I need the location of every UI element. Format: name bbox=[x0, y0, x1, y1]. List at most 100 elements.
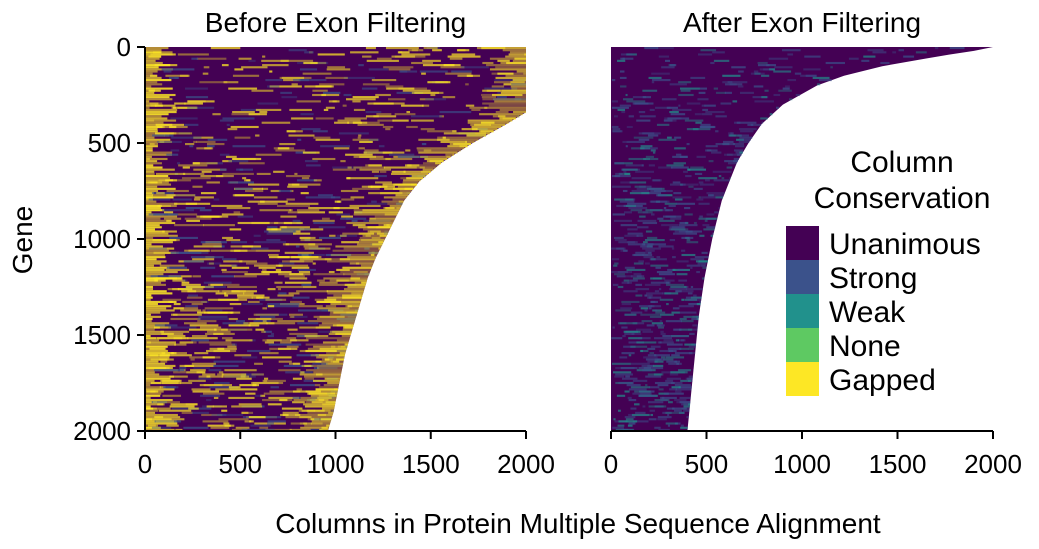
gapped-cell bbox=[322, 407, 335, 410]
heatmap-cell bbox=[804, 55, 821, 58]
gapped-cell bbox=[145, 228, 155, 231]
gapped-cell bbox=[437, 138, 479, 141]
heatmap-cell bbox=[275, 149, 306, 152]
heatmap-cell bbox=[340, 189, 359, 193]
heatmap-cell bbox=[368, 138, 380, 141]
gapped-cell bbox=[500, 91, 526, 94]
gapped-cell bbox=[145, 83, 163, 86]
heatmap-cell bbox=[727, 81, 748, 84]
heatmap-cell bbox=[230, 328, 247, 331]
gapped-cell bbox=[315, 388, 339, 391]
heatmap-cell bbox=[253, 234, 261, 237]
heatmap-cell bbox=[698, 181, 704, 184]
heatmap-cell bbox=[196, 140, 216, 143]
heatmap-cell bbox=[752, 96, 769, 99]
heatmap-cell bbox=[675, 290, 682, 293]
heatmap-cell bbox=[461, 66, 489, 69]
heatmap-cell bbox=[705, 111, 725, 114]
heatmap-cell bbox=[722, 140, 734, 143]
gapped-cell bbox=[356, 243, 383, 246]
heatmap-cell bbox=[288, 362, 300, 365]
heatmap-cell bbox=[333, 207, 360, 210]
heatmap-cell bbox=[302, 151, 320, 154]
heatmap-cell bbox=[299, 422, 323, 425]
heatmap-cell bbox=[667, 413, 670, 417]
gapped-cell bbox=[307, 418, 332, 421]
heatmap-cell bbox=[665, 422, 678, 425]
panel-title-after: After Exon Filtering bbox=[683, 7, 921, 38]
heatmap-cell bbox=[200, 241, 228, 244]
heatmap-cell bbox=[243, 292, 254, 295]
heatmap-cell bbox=[178, 132, 191, 135]
heatmap-cell bbox=[622, 140, 627, 143]
heatmap-cell bbox=[680, 89, 691, 92]
heatmap-cell bbox=[301, 128, 321, 131]
heatmap-cell bbox=[732, 143, 745, 146]
heatmap-cell bbox=[335, 279, 349, 282]
gapped-cell bbox=[145, 388, 175, 391]
heatmap-cell bbox=[280, 59, 314, 62]
heatmap-cell bbox=[219, 264, 237, 267]
heatmap-cell bbox=[328, 100, 340, 103]
heatmap-cell bbox=[313, 179, 322, 182]
y-tick-label: 1500 bbox=[73, 320, 131, 350]
x-tick-label: 500 bbox=[685, 449, 728, 479]
heatmap-cell bbox=[734, 149, 744, 152]
gapped-cell bbox=[299, 349, 346, 353]
heatmap-cell bbox=[611, 130, 622, 133]
heatmap-cell bbox=[612, 326, 615, 329]
heatmap-cell bbox=[642, 96, 652, 99]
heatmap-cell bbox=[262, 339, 282, 342]
heatmap-cell bbox=[641, 192, 662, 195]
heatmap-cell bbox=[324, 298, 337, 301]
heatmap-cell bbox=[650, 149, 656, 152]
heatmap-cell bbox=[669, 183, 686, 186]
heatmap-cell bbox=[686, 232, 698, 235]
heatmap-cell bbox=[310, 428, 323, 431]
heatmap-cell bbox=[236, 168, 254, 171]
gapped-cell bbox=[316, 356, 345, 359]
heatmap-cell bbox=[213, 328, 228, 331]
gapped-cell bbox=[145, 283, 166, 286]
heatmap-cell bbox=[227, 285, 257, 289]
heatmap-cell bbox=[679, 328, 693, 331]
heatmap-cell bbox=[340, 217, 367, 220]
heatmap-cell bbox=[647, 243, 666, 246]
heatmap-cell bbox=[728, 132, 732, 135]
heatmap-cell bbox=[670, 371, 688, 374]
heatmap-cell bbox=[238, 403, 262, 406]
gapped-cell bbox=[300, 426, 329, 429]
gapped-cell bbox=[316, 367, 343, 370]
heatmap-cell bbox=[333, 147, 350, 150]
heatmap-cell bbox=[648, 401, 664, 404]
gapped-cell bbox=[313, 379, 340, 382]
gapped-cell bbox=[383, 207, 401, 210]
gapped-cell bbox=[145, 91, 155, 94]
heatmap-cell bbox=[292, 296, 310, 299]
heatmap-cell bbox=[184, 322, 207, 325]
heatmap-cell bbox=[202, 392, 225, 395]
heatmap-cell bbox=[232, 343, 237, 346]
heatmap-cell bbox=[291, 315, 308, 318]
heatmap-cell bbox=[611, 247, 624, 250]
heatmap-cell bbox=[177, 106, 198, 109]
heatmap-cell bbox=[640, 245, 653, 248]
gapped-cell bbox=[145, 268, 165, 271]
heatmap-cell bbox=[662, 411, 672, 414]
heatmap-cell bbox=[649, 258, 667, 261]
heatmap-cell bbox=[154, 420, 182, 423]
heatmap-cell bbox=[667, 424, 671, 427]
heatmap-cell bbox=[612, 128, 621, 131]
heatmap-cell bbox=[658, 245, 674, 248]
heatmap-cell bbox=[620, 367, 638, 370]
heatmap-cell bbox=[241, 373, 264, 376]
gapped-cell bbox=[145, 183, 172, 186]
heatmap-cell bbox=[423, 47, 438, 50]
legend-swatch-none bbox=[786, 328, 819, 362]
heatmap-cell bbox=[364, 273, 370, 276]
heatmap-cell bbox=[672, 196, 692, 199]
gapped-cell bbox=[489, 57, 526, 60]
heatmap-cell bbox=[301, 177, 310, 180]
gapped-cell bbox=[145, 106, 150, 109]
gapped-cell bbox=[323, 277, 368, 280]
